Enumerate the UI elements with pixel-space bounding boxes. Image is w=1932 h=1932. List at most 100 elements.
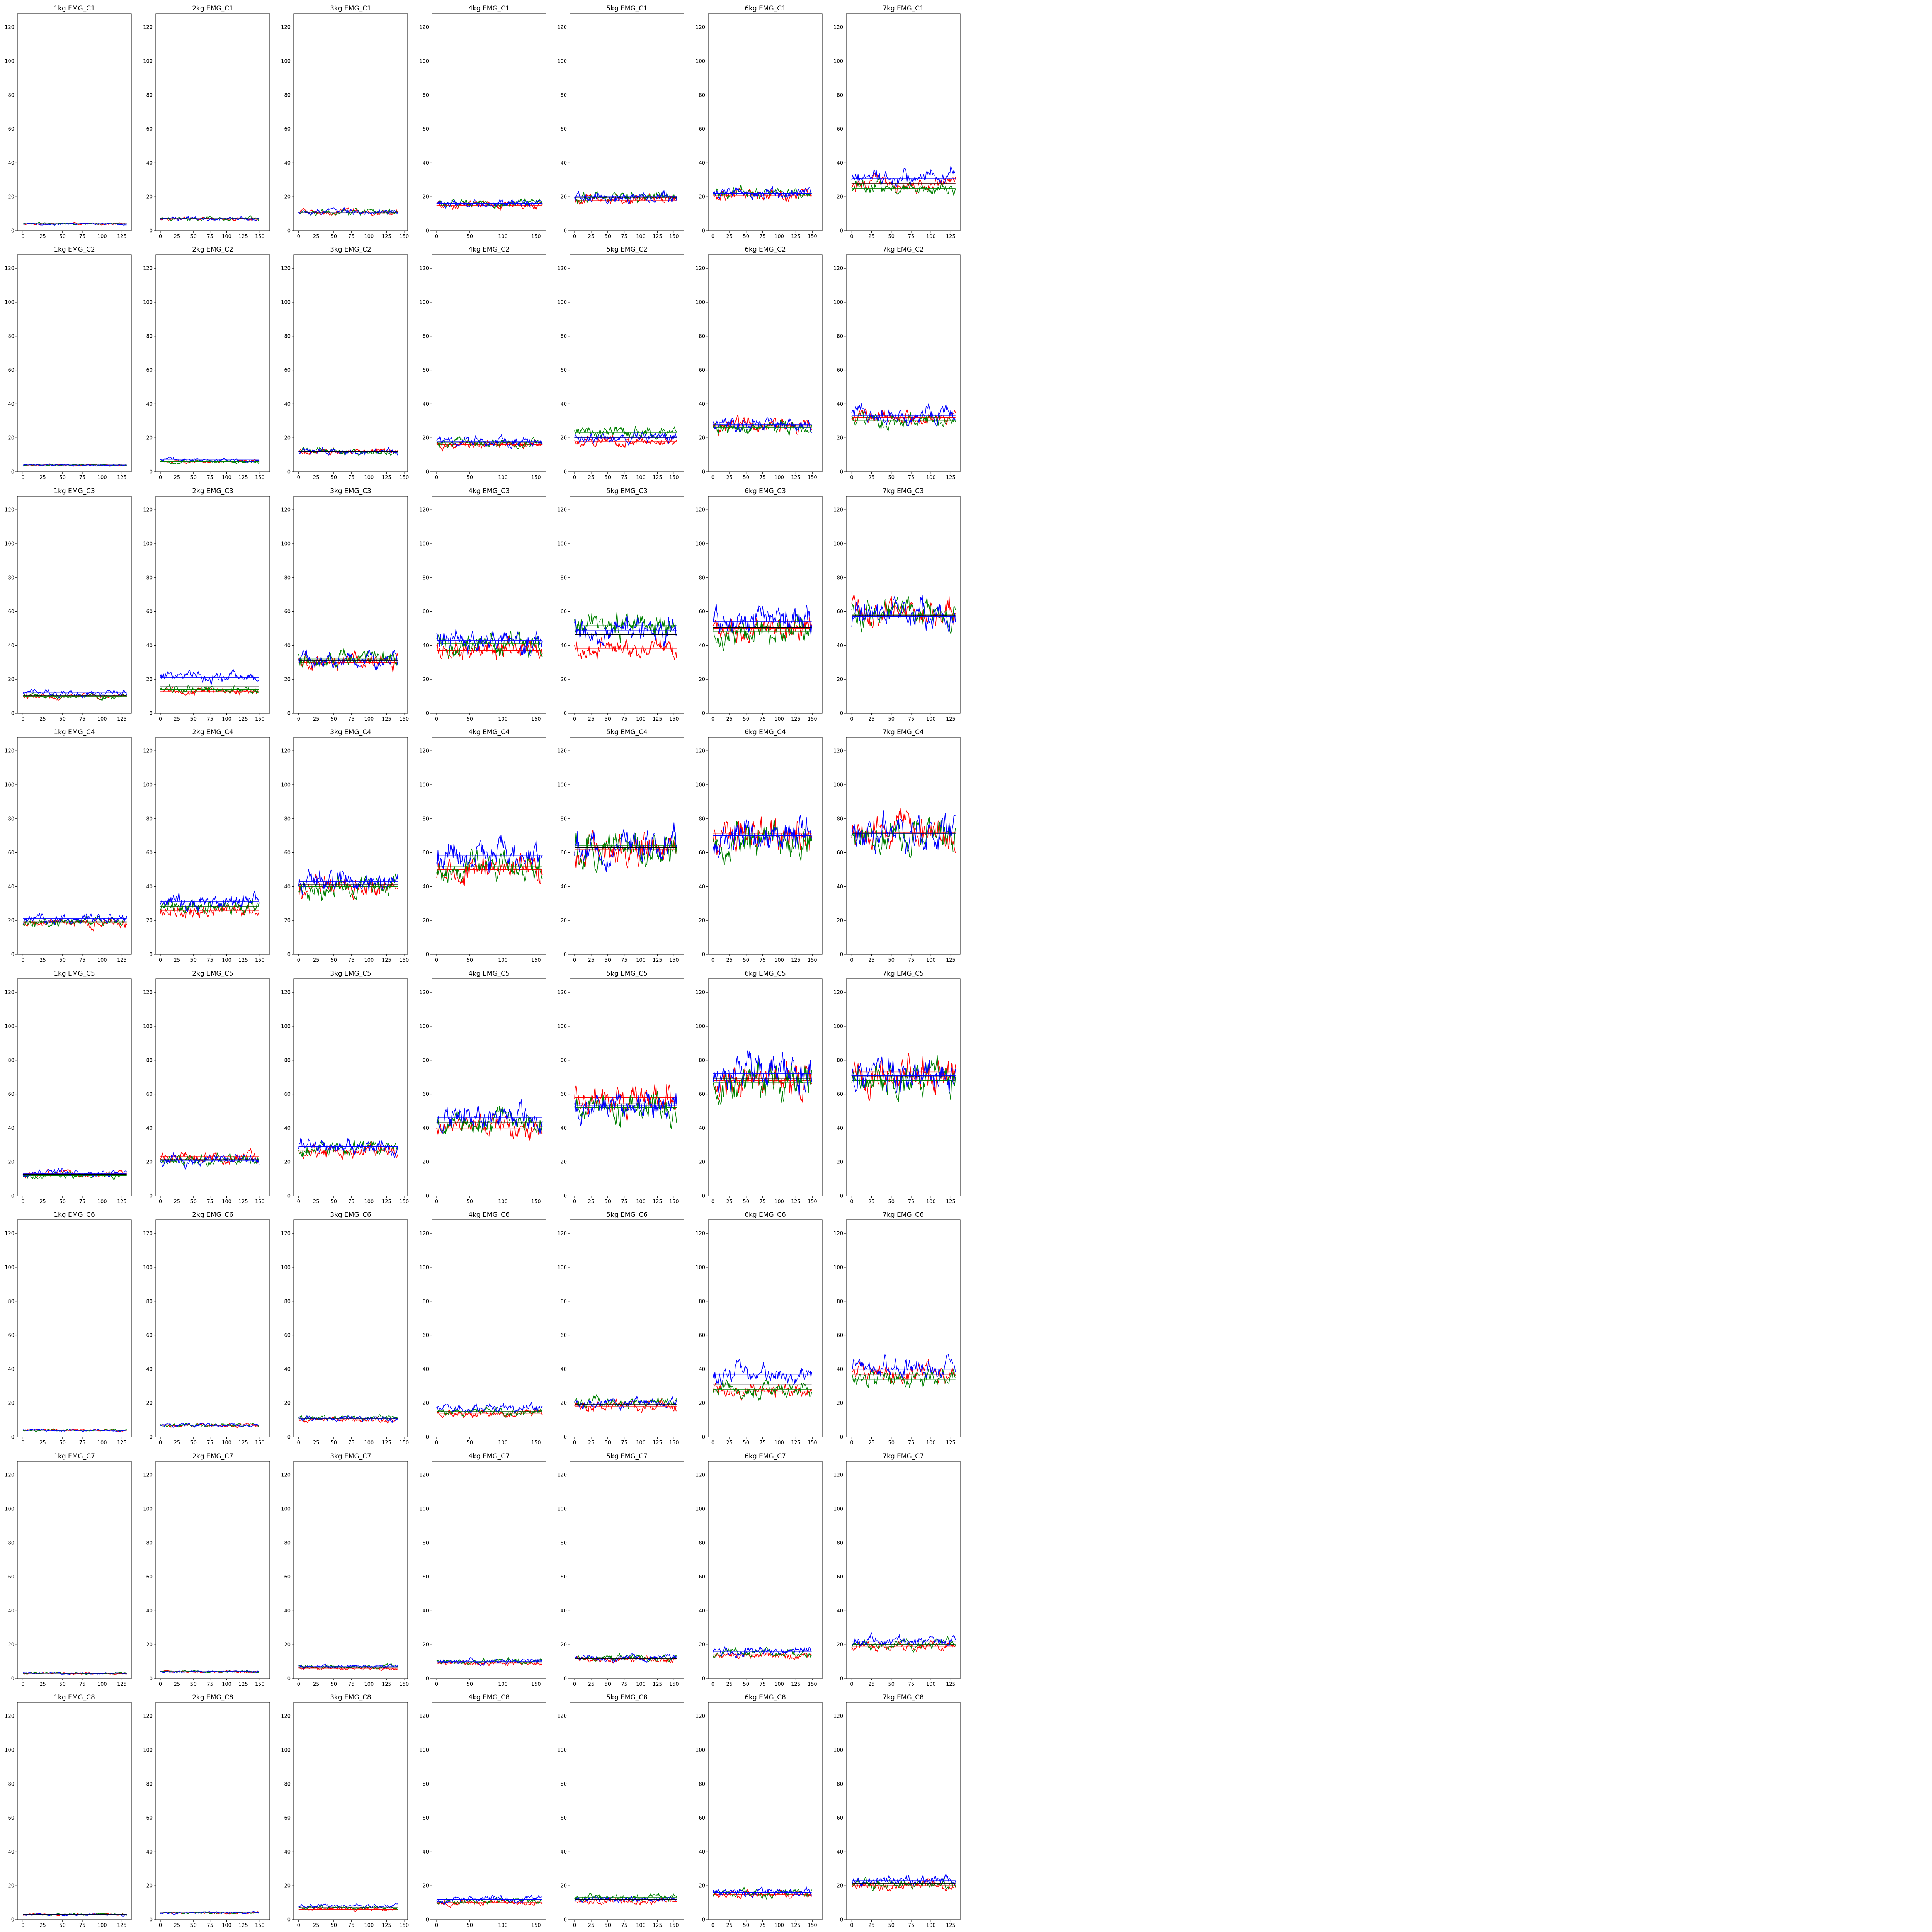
y-tick-label: 80 bbox=[560, 1540, 567, 1546]
panel-title: 1kg EMG_C3 bbox=[54, 487, 95, 495]
x-tick-label: 100 bbox=[774, 475, 784, 481]
axes-frame bbox=[432, 14, 546, 231]
y-tick-label: 120 bbox=[833, 990, 843, 996]
panel-title: 6kg EMG_C4 bbox=[745, 728, 786, 736]
y-tick-label: 20 bbox=[146, 435, 153, 441]
y-tick-label: 40 bbox=[8, 643, 14, 649]
x-tick-label: 100 bbox=[222, 1199, 231, 1205]
panel-title: 3kg EMG_C3 bbox=[330, 487, 371, 495]
y-tick-label: 60 bbox=[8, 126, 14, 132]
y-tick-label: 120 bbox=[5, 1714, 14, 1719]
y-tick-label: 80 bbox=[699, 816, 705, 822]
panel-3kg-emg_c8: 3kg EMG_C80204060801001200 25 50 75 100 125 15… bbox=[281, 1694, 409, 1929]
y-tick-label: 20 bbox=[560, 1401, 567, 1406]
x-tick-label: 150 bbox=[531, 475, 541, 481]
y-tick-label: 120 bbox=[557, 507, 567, 513]
y-tick-label: 40 bbox=[699, 1367, 705, 1372]
x-tick-label: 25 bbox=[174, 957, 180, 963]
x-tick-label: 0 bbox=[435, 475, 438, 481]
y-tick-label: 20 bbox=[146, 194, 153, 200]
x-tick-label: 75 bbox=[759, 716, 766, 722]
y-tick-label: 120 bbox=[557, 1473, 567, 1478]
x-tick-label: 100 bbox=[774, 1682, 784, 1687]
panel-4kg-emg_c8: 4kg EMG_C80204060801001200 50 100 150 bbox=[419, 1694, 546, 1929]
x-tick-label: 100 bbox=[636, 1682, 646, 1687]
y-tick-label: 80 bbox=[146, 92, 153, 98]
y-tick-label: 120 bbox=[557, 990, 567, 996]
y-tick-label: 100 bbox=[419, 541, 429, 547]
x-tick-label: 50 bbox=[190, 957, 197, 963]
x-tick-label: 75 bbox=[908, 234, 915, 240]
y-tick-label: 0 bbox=[840, 469, 843, 475]
x-tick-label: 125 bbox=[238, 1199, 248, 1205]
y-tick-label: 0 bbox=[426, 1676, 429, 1682]
x-tick-label: 125 bbox=[117, 234, 127, 240]
y-tick-label: 120 bbox=[833, 748, 843, 754]
y-tick-label: 120 bbox=[833, 1231, 843, 1237]
x-tick-label: 100 bbox=[636, 957, 646, 963]
y-tick-label: 20 bbox=[422, 1642, 429, 1648]
x-tick-label: 50 bbox=[743, 1923, 749, 1929]
x-tick-label: 150 bbox=[399, 716, 409, 722]
y-tick-label: 40 bbox=[8, 884, 14, 890]
x-tick-label: 100 bbox=[636, 1440, 646, 1446]
y-tick-label: 40 bbox=[8, 1849, 14, 1855]
y-tick-label: 20 bbox=[422, 435, 429, 441]
x-tick-label: 125 bbox=[653, 475, 662, 481]
y-tick-label: 0 bbox=[702, 1435, 705, 1440]
y-tick-label: 120 bbox=[833, 25, 843, 31]
y-tick-label: 60 bbox=[699, 850, 705, 856]
x-tick-label: 125 bbox=[382, 1440, 391, 1446]
panel-title: 5kg EMG_C1 bbox=[606, 5, 648, 12]
y-tick-label: 60 bbox=[8, 1333, 14, 1338]
y-tick-label: 120 bbox=[696, 25, 705, 31]
x-tick-label: 0 bbox=[435, 1923, 438, 1929]
y-tick-label: 0 bbox=[840, 1676, 843, 1682]
panel-5kg-emg_c1: 5kg EMG_C10204060801001200 25 50 75 100 125 15… bbox=[557, 5, 684, 240]
y-tick-label: 120 bbox=[281, 1473, 291, 1478]
panel-title: 7kg EMG_C4 bbox=[883, 728, 924, 736]
y-tick-label: 20 bbox=[422, 677, 429, 683]
x-tick-label: 25 bbox=[588, 234, 595, 240]
x-tick-label: 150 bbox=[808, 1440, 817, 1446]
y-tick-label: 80 bbox=[699, 1781, 705, 1787]
y-tick-label: 40 bbox=[422, 1367, 429, 1372]
y-tick-label: 40 bbox=[146, 1126, 153, 1131]
y-tick-label: 40 bbox=[560, 160, 567, 166]
y-tick-label: 100 bbox=[281, 1024, 291, 1029]
y-tick-label: 80 bbox=[8, 333, 14, 339]
x-tick-label: 75 bbox=[621, 716, 628, 722]
x-tick-label: 150 bbox=[255, 1440, 265, 1446]
axes-frame bbox=[708, 255, 822, 472]
x-tick-label: 75 bbox=[79, 1199, 86, 1205]
x-tick-label: 100 bbox=[97, 1199, 107, 1205]
panel-title: 1kg EMG_C4 bbox=[54, 728, 95, 736]
y-tick-label: 100 bbox=[281, 1265, 291, 1270]
panel-1kg-emg_c2: 1kg EMG_C2 0 20 40 60 80 100 120 0 25 50 75 100 125 bbox=[5, 246, 131, 481]
y-tick-label: 60 bbox=[699, 1574, 705, 1580]
x-tick-label: 75 bbox=[908, 716, 915, 722]
y-tick-label: 100 bbox=[557, 299, 567, 305]
y-tick-label: 80 bbox=[284, 333, 291, 339]
x-tick-label: 50 bbox=[466, 1682, 473, 1687]
panel-title: 5kg EMG_C7 bbox=[606, 1452, 648, 1460]
y-tick-label: 80 bbox=[560, 1781, 567, 1787]
panel-7kg-emg_c7: 7kg EMG_C70204060801001200 25 50 75 100 125 bbox=[833, 1452, 960, 1687]
y-tick-label: 100 bbox=[143, 58, 153, 64]
panel-title: 4kg EMG_C3 bbox=[468, 487, 510, 495]
y-tick-label: 120 bbox=[419, 1473, 429, 1478]
y-tick-label: 100 bbox=[143, 1265, 153, 1270]
y-tick-label: 0 bbox=[564, 469, 567, 475]
panel-title: 1kg EMG_C5 bbox=[54, 970, 95, 978]
y-tick-label: 0 bbox=[840, 952, 843, 958]
axes-frame bbox=[17, 14, 131, 231]
y-tick-label: 80 bbox=[422, 333, 429, 339]
y-tick-label: 0 bbox=[287, 1435, 291, 1440]
x-tick-label: 0 bbox=[159, 1923, 162, 1929]
x-tick-label: 125 bbox=[382, 1923, 391, 1929]
y-tick-label: 40 bbox=[699, 884, 705, 890]
x-tick-label: 100 bbox=[926, 234, 936, 240]
x-tick-label: 0 bbox=[21, 716, 24, 722]
x-tick-label: 75 bbox=[79, 475, 86, 481]
x-tick-label: 50 bbox=[888, 1923, 895, 1929]
